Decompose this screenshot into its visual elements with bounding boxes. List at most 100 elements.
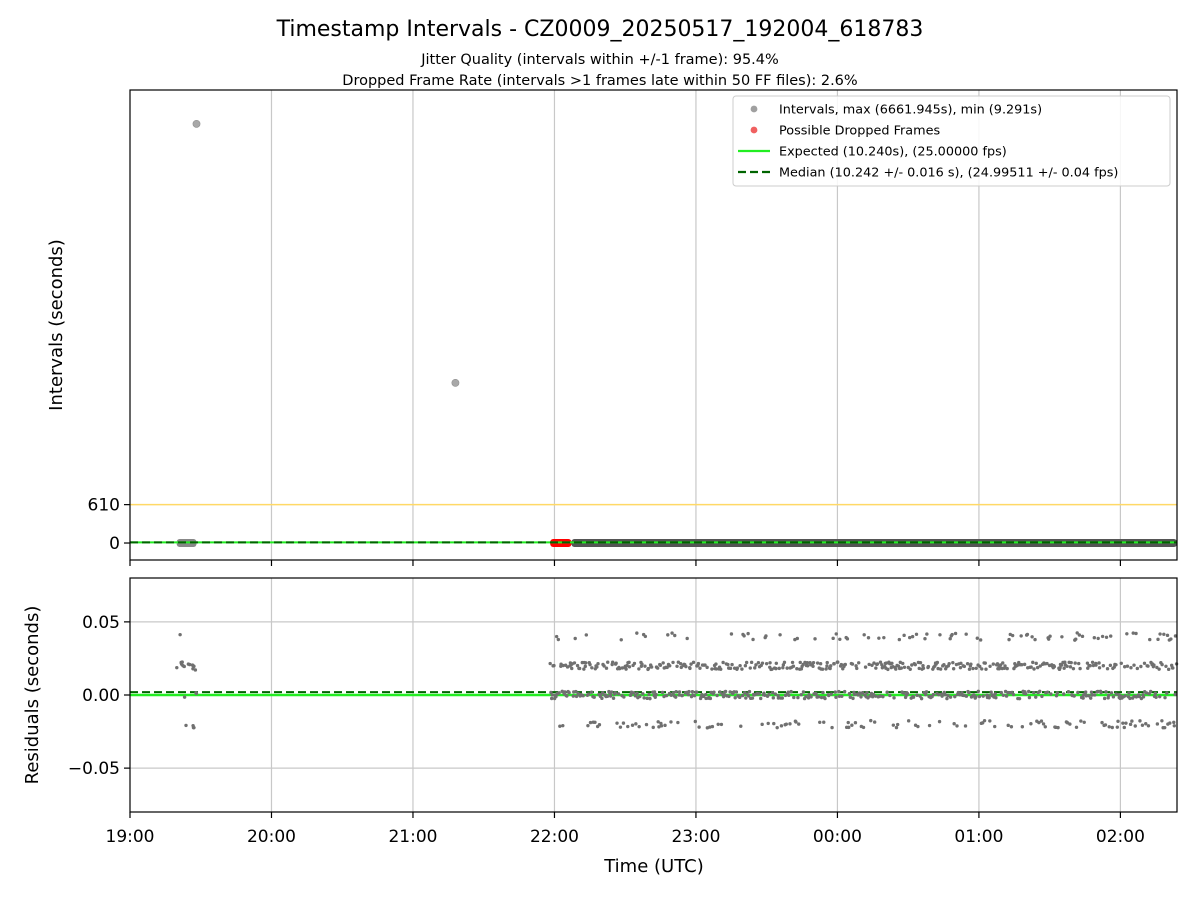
residual-point bbox=[795, 636, 800, 641]
residual-point bbox=[1172, 720, 1176, 725]
residual-point bbox=[658, 663, 663, 667]
interval-outlier-point bbox=[192, 119, 201, 128]
residual-point bbox=[721, 660, 725, 665]
residual-point bbox=[953, 631, 958, 636]
residual-point bbox=[822, 720, 826, 724]
residual-point bbox=[948, 637, 952, 641]
residual-point bbox=[1001, 693, 1006, 697]
residual-point bbox=[1092, 635, 1097, 640]
residual-point bbox=[631, 691, 636, 695]
residual-point bbox=[178, 632, 182, 637]
residual-point bbox=[837, 689, 841, 694]
residual-point bbox=[647, 692, 651, 697]
residual-point bbox=[837, 694, 842, 698]
residual-point bbox=[1097, 666, 1102, 670]
residual-point bbox=[753, 666, 757, 670]
residual-point bbox=[1065, 664, 1069, 668]
residual-point bbox=[947, 662, 951, 666]
residual-point bbox=[1034, 695, 1038, 699]
residual-point bbox=[738, 695, 742, 700]
residual-point bbox=[872, 661, 876, 665]
residual-point bbox=[1158, 632, 1162, 636]
residual-point bbox=[950, 632, 954, 637]
residual-point bbox=[832, 662, 836, 666]
residual-point bbox=[895, 722, 900, 727]
residual-point bbox=[914, 632, 919, 637]
residual-point bbox=[890, 661, 894, 665]
residual-point bbox=[1100, 634, 1105, 639]
residual-point bbox=[850, 662, 855, 666]
residual-point bbox=[813, 637, 817, 641]
residual-point bbox=[728, 666, 733, 671]
legend-box bbox=[732, 95, 1171, 187]
residual-point bbox=[716, 722, 720, 726]
residual-point bbox=[870, 663, 874, 667]
residual-point bbox=[552, 663, 556, 668]
residuals-y-tick-label: 0.05 bbox=[82, 613, 120, 633]
residual-point bbox=[739, 724, 743, 728]
residual-point bbox=[1038, 664, 1042, 668]
residual-point bbox=[888, 693, 892, 698]
residual-point bbox=[1122, 665, 1127, 669]
residual-point bbox=[796, 695, 800, 700]
residual-point bbox=[715, 693, 719, 698]
residuals-y-tick-label: 0.00 bbox=[82, 686, 120, 706]
residual-point bbox=[634, 722, 638, 726]
residual-point bbox=[805, 660, 809, 665]
residual-point bbox=[768, 661, 772, 665]
residual-point bbox=[1027, 695, 1032, 700]
residual-point bbox=[692, 693, 697, 698]
residual-point bbox=[923, 637, 927, 641]
residual-point bbox=[855, 666, 859, 671]
residual-point bbox=[750, 696, 755, 700]
residual-point bbox=[678, 661, 683, 666]
residual-point bbox=[938, 667, 943, 671]
x-tick-label: 02:00 bbox=[1096, 827, 1145, 847]
residual-point bbox=[1114, 663, 1118, 667]
residual-point bbox=[1083, 690, 1088, 694]
residual-point bbox=[635, 691, 639, 696]
residual-point bbox=[911, 695, 916, 699]
residual-point bbox=[882, 635, 886, 640]
residual-point bbox=[811, 660, 816, 665]
residual-point bbox=[773, 692, 778, 696]
residual-point bbox=[596, 661, 600, 666]
residual-point bbox=[663, 723, 667, 728]
residual-point bbox=[698, 666, 702, 670]
residual-point bbox=[806, 664, 810, 668]
residual-point bbox=[655, 666, 660, 670]
residual-point bbox=[605, 694, 610, 698]
residual-point bbox=[577, 666, 582, 671]
residual-point bbox=[936, 692, 941, 697]
residual-point bbox=[653, 695, 657, 700]
residual-point bbox=[974, 666, 978, 670]
residual-point bbox=[556, 637, 561, 642]
residual-point bbox=[834, 632, 838, 636]
residual-point bbox=[1003, 664, 1007, 668]
residual-point bbox=[913, 662, 918, 667]
residual-point bbox=[906, 719, 911, 723]
residual-point bbox=[194, 691, 198, 695]
residual-point bbox=[1074, 637, 1078, 641]
residual-point bbox=[787, 693, 791, 697]
residual-point bbox=[574, 689, 578, 694]
residual-point bbox=[193, 668, 198, 672]
residual-point bbox=[1084, 694, 1089, 698]
residual-point bbox=[921, 666, 926, 670]
residual-point bbox=[1077, 633, 1082, 637]
residual-point bbox=[738, 663, 742, 668]
residual-point bbox=[833, 690, 837, 694]
residual-point bbox=[771, 696, 776, 700]
residual-point bbox=[1163, 725, 1167, 730]
residual-point bbox=[766, 721, 770, 726]
residual-point bbox=[980, 667, 984, 671]
residual-point bbox=[676, 720, 680, 725]
residual-point bbox=[751, 637, 755, 642]
residual-point bbox=[1043, 725, 1047, 729]
residual-point bbox=[778, 633, 782, 637]
residual-point bbox=[1160, 662, 1164, 667]
residual-point bbox=[1108, 663, 1113, 668]
residual-point bbox=[1089, 690, 1094, 694]
residual-point bbox=[618, 725, 623, 729]
chart-subtitle-jitter: Jitter Quality (intervals within +/-1 fr… bbox=[420, 52, 779, 68]
